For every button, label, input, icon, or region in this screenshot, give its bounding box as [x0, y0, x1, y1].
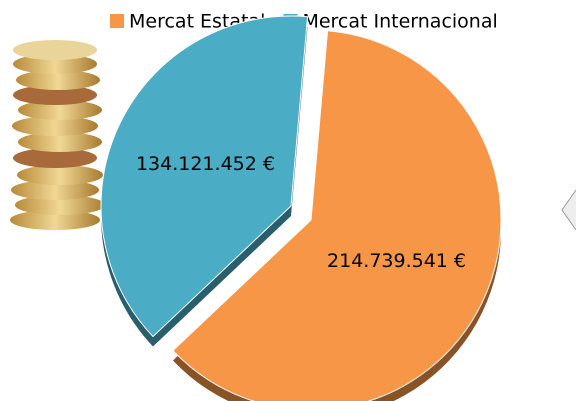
data-label: 214.739.541 €	[327, 250, 466, 272]
data-label: 134.121.452 €	[136, 153, 275, 175]
legend-swatch	[110, 14, 124, 28]
nav-arrow	[562, 190, 576, 230]
chart: Mercat EstatalMercat Internacional214.73…	[0, 0, 576, 401]
coin-stack	[10, 40, 105, 230]
legend-label: Mercat Internacional	[302, 11, 497, 33]
